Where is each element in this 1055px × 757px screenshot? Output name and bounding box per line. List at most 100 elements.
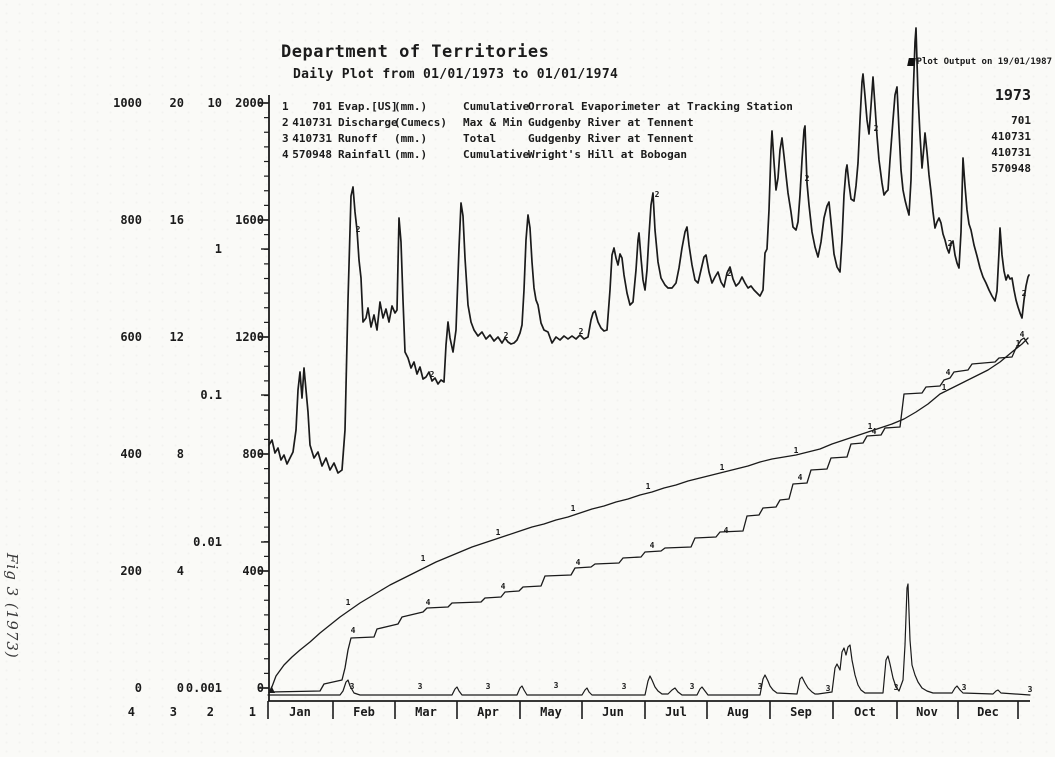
series-marker-digit: 1 <box>496 528 501 537</box>
legend-statistic: Cumulative <box>463 148 530 161</box>
legend-station: 701 <box>312 100 332 113</box>
series-marker-digit: 2 <box>655 190 660 199</box>
legend-series-number: 1 <box>282 100 289 113</box>
series-marker-digit: 4 <box>351 626 356 635</box>
legend-statistic: Max & Min <box>463 116 523 129</box>
series-marker-digit: 1 <box>571 504 576 513</box>
plot-output-stamp: Plot Output on 19/01/1987 <box>900 57 1052 67</box>
y-tick-label: 400 <box>242 564 264 578</box>
series-marker-digit: 2 <box>504 331 509 340</box>
legend-station: 570948 <box>292 148 332 161</box>
series-marker-digit: 3 <box>894 683 899 692</box>
legend-station: 410731 <box>292 116 332 129</box>
series-marker-digit: 1 <box>646 482 651 491</box>
legend-parameter: Evap.[US] <box>338 100 398 113</box>
legend-site: Gudgenby River at Tennent <box>528 116 694 129</box>
y-tick-label: 1600 <box>235 213 264 227</box>
series-marker-digit: 4 <box>650 541 655 550</box>
series-marker-digit: 3 <box>690 682 695 691</box>
y-tick-label: 2000 <box>235 96 264 110</box>
plot-output-text: Plot Output on 19/01/1987 <box>916 57 1052 67</box>
series-marker-digit: 2 <box>727 269 732 278</box>
y-tick-label: 1 <box>214 242 222 256</box>
y-tick-label: 1200 <box>235 330 264 344</box>
series-marker-digit: 3 <box>418 682 423 691</box>
y-tick-label: 1000 <box>113 96 142 110</box>
y-tick-label: 0.001 <box>185 681 222 695</box>
legend-parameter: Rainfall <box>338 148 391 161</box>
year-label: 1973 <box>994 86 1031 104</box>
month-label: Mar <box>415 705 437 719</box>
month-label: Feb <box>353 705 375 719</box>
legend-series-number: 4 <box>282 148 289 161</box>
printer-mark-icon <box>906 57 916 66</box>
legend-series-number: 2 <box>282 116 289 129</box>
series-marker-digit: 4 <box>724 526 729 535</box>
axis-id: 3 <box>169 705 177 719</box>
legend-station: 410731 <box>292 132 332 145</box>
station-number: 410731 <box>991 130 1031 143</box>
series-marker-digit: 4 <box>798 473 803 482</box>
month-label: Jun <box>602 705 624 719</box>
legend-unit: (Cumecs) <box>394 116 447 129</box>
y-tick-label: 0.1 <box>200 388 222 402</box>
month-label: Nov <box>916 705 938 719</box>
series-marker-digit: 4 <box>1020 330 1025 339</box>
legend-unit: (mm.) <box>394 148 428 161</box>
series-marker-digit: 2 <box>874 124 879 133</box>
y-tick-label: 800 <box>242 447 264 461</box>
y-tick-label: 0.01 <box>193 535 222 549</box>
series-marker-digit: 3 <box>962 683 967 692</box>
legend-site: Gudgenby River at Tennent <box>528 132 694 145</box>
month-label: Apr <box>477 705 499 719</box>
series-marker-digit: 3 <box>486 682 491 691</box>
series-marker-digit: 4 <box>501 582 506 591</box>
series-marker-digit: 1 <box>346 598 351 607</box>
legend-parameter: Discharge <box>338 116 398 129</box>
series-marker-digit: 4 <box>872 427 877 436</box>
station-number: 701 <box>1011 114 1031 127</box>
y-tick-label: 600 <box>120 330 142 344</box>
legend-parameter: Runoff <box>338 132 378 145</box>
page-subtitle: Daily Plot from 01/01/1973 to 01/01/1974 <box>293 67 619 82</box>
series-marker-digit: 2 <box>805 174 810 183</box>
legend-statistic: Cumulative <box>463 100 530 113</box>
axis-id: 2 <box>206 705 214 719</box>
legend-site: Wright's Hill at Bobogan <box>528 148 687 161</box>
legend-unit: (mm.) <box>394 132 428 145</box>
month-label: May <box>540 705 562 719</box>
axis-id: 1 <box>248 705 256 719</box>
series-marker-digit: 2 <box>579 327 584 336</box>
series-marker-digit: 1 <box>942 383 947 392</box>
y-tick-label: 400 <box>120 447 142 461</box>
legend-unit: (mm.) <box>394 100 428 113</box>
month-label: Aug <box>727 705 749 719</box>
figure-margin-note: Fig 3 (1973) <box>3 553 21 659</box>
series-marker-digit: 1 <box>794 446 799 455</box>
y-tick-label: 16 <box>169 213 184 227</box>
month-label: Sep <box>790 705 812 719</box>
y-tick-label: 10 <box>207 96 222 110</box>
series-marker-digit: 3 <box>554 681 559 690</box>
axis-id: 4 <box>127 705 135 719</box>
y-tick-label: 4 <box>176 564 184 578</box>
series-marker-digit: 3 <box>826 684 831 693</box>
series-marker-digit: 2 <box>1022 289 1027 298</box>
series-marker-digit: 1 <box>1016 339 1021 348</box>
station-number: 410731 <box>991 146 1031 159</box>
page-title: Department of Territories <box>281 42 550 62</box>
y-tick-label: 12 <box>169 330 184 344</box>
y-tick-label: 8 <box>176 447 184 461</box>
series-marker-digit: 3 <box>1028 685 1033 694</box>
y-tick-label: 0 <box>134 681 142 695</box>
series-marker-digit: 4 <box>576 558 581 567</box>
y-tick-label: 20 <box>169 96 184 110</box>
month-label: Dec <box>977 705 999 719</box>
series-marker-digit: 1 <box>421 554 426 563</box>
month-label: Oct <box>854 705 876 719</box>
series-marker-digit: 2 <box>948 239 953 248</box>
series-marker-digit: 4 <box>946 368 951 377</box>
series-marker-digit: 1 <box>720 463 725 472</box>
